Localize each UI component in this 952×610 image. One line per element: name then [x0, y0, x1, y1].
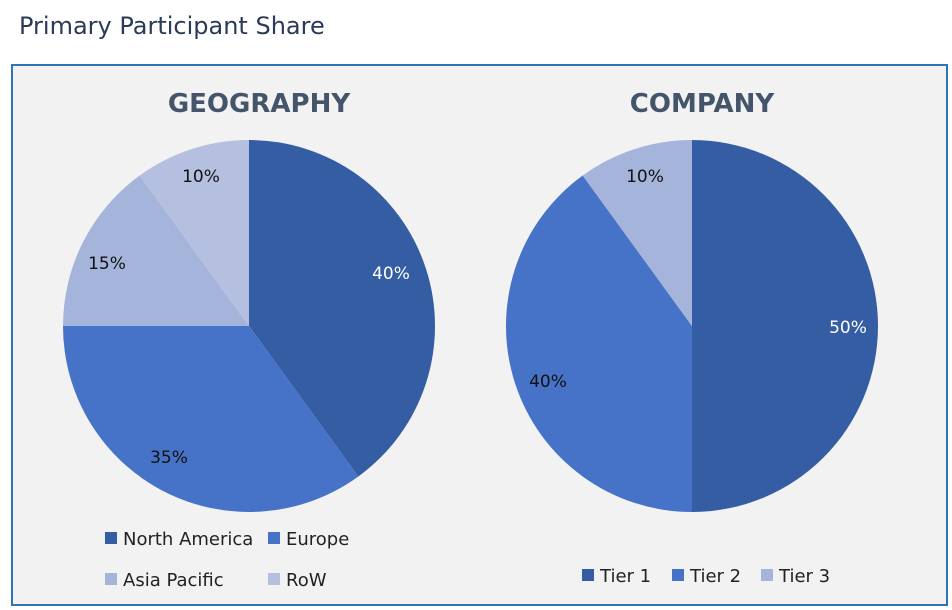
legend-label-north-america: North America	[123, 529, 253, 550]
pie-slice-asia-pacific	[63, 175, 249, 326]
slice-label-row: 10%	[182, 167, 220, 187]
legend-swatch-asia-pacific	[105, 573, 117, 585]
slice-label-europe: 35%	[150, 448, 188, 468]
legend-label-asia-pacific: Asia Pacific	[123, 570, 224, 591]
company-pie-chart: COMPANY 50% 40% 10% Tier 1 Tier 2 Tier 3	[506, 89, 878, 587]
slice-label-north-america: 40%	[372, 264, 410, 284]
slice-label-tier-3: 10%	[626, 167, 664, 187]
legend-label-europe: Europe	[286, 529, 349, 550]
chart-title: COMPANY	[630, 89, 776, 119]
legend-label-tier-1: Tier 1	[599, 566, 651, 587]
legend-label-row: RoW	[286, 570, 327, 591]
legend-label-tier-3: Tier 3	[778, 566, 830, 587]
legend-swatch-tier-3	[761, 569, 773, 581]
legend-swatch-row	[268, 573, 280, 585]
chart-title: GEOGRAPHY	[168, 89, 352, 119]
pie-slice-tier-2	[506, 175, 692, 513]
slice-label-asia-pacific: 15%	[88, 254, 126, 274]
pie-slice-north-america	[249, 140, 435, 477]
geography-pie-chart: GEOGRAPHY 40% 35% 15% 10% North America Europe…	[63, 89, 435, 591]
legend-label-tier-2: Tier 2	[689, 566, 741, 587]
legend-swatch-europe	[268, 532, 280, 544]
pie-slice-row	[139, 140, 249, 326]
pie-slice-europe	[63, 326, 359, 512]
pie-slice-tier-3	[582, 140, 692, 326]
legend-swatch-tier-2	[672, 569, 684, 581]
legend-swatch-north-america	[105, 532, 117, 544]
slice-label-tier-2: 40%	[529, 372, 567, 392]
page-title: Primary Participant Share	[19, 12, 325, 40]
pie-slice-tier-1	[692, 140, 878, 512]
slice-label-tier-1: 50%	[829, 318, 867, 338]
legend-swatch-tier-1	[582, 569, 594, 581]
